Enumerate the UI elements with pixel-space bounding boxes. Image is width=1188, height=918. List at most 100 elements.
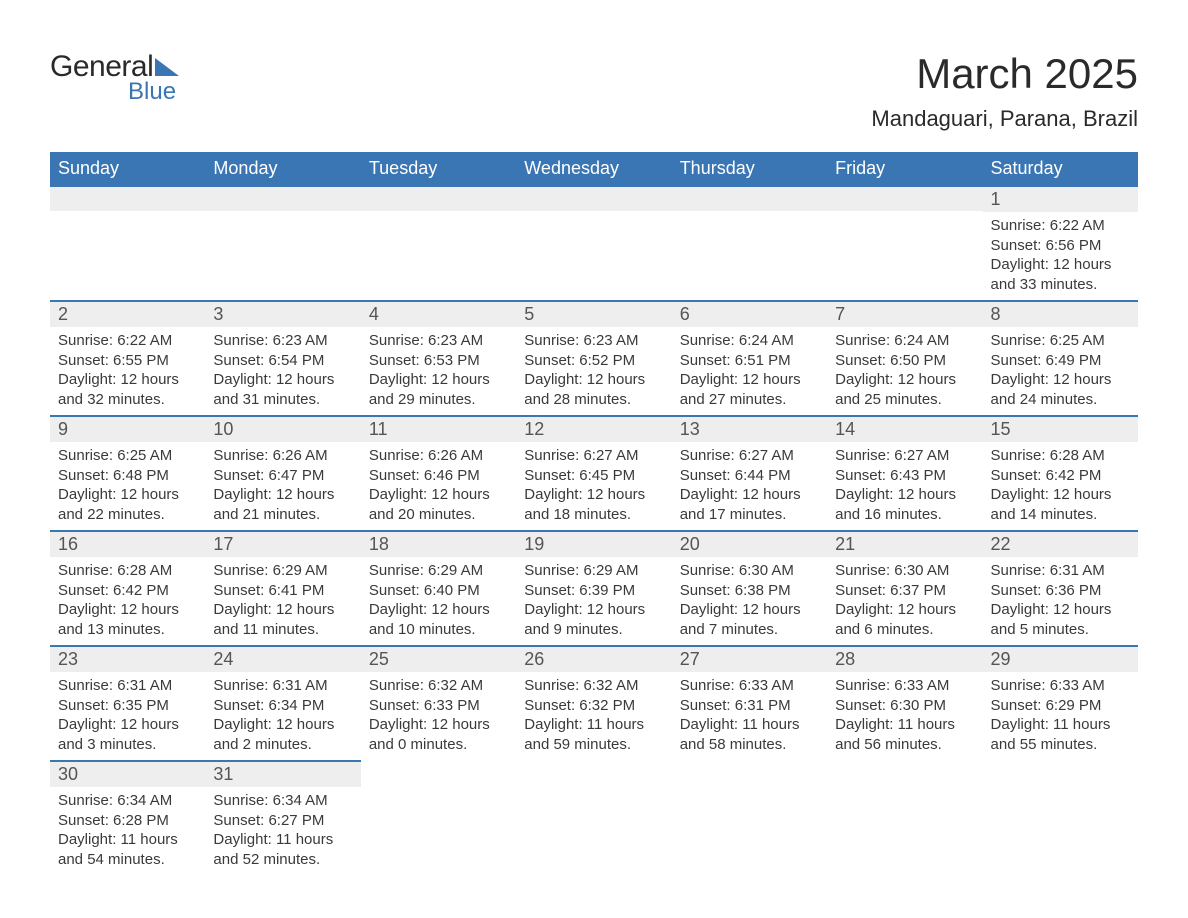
sunrise-text: Sunrise: 6:34 AM <box>58 791 197 811</box>
daylight-text: Daylight: 11 hours and 55 minutes. <box>991 715 1130 754</box>
day-cell: 18Sunrise: 6:29 AMSunset: 6:40 PMDayligh… <box>361 531 516 646</box>
day-cell: 24Sunrise: 6:31 AMSunset: 6:34 PMDayligh… <box>205 646 360 761</box>
day-cell: 28Sunrise: 6:33 AMSunset: 6:30 PMDayligh… <box>827 646 982 761</box>
sunrise-text: Sunrise: 6:34 AM <box>213 791 352 811</box>
day-body <box>672 785 827 861</box>
day-body <box>50 211 205 287</box>
day-number <box>516 761 671 785</box>
day-number: 13 <box>672 417 827 442</box>
day-cell: 23Sunrise: 6:31 AMSunset: 6:35 PMDayligh… <box>50 646 205 761</box>
day-body: Sunrise: 6:30 AMSunset: 6:37 PMDaylight:… <box>827 557 982 645</box>
day-number: 6 <box>672 302 827 327</box>
sunrise-text: Sunrise: 6:24 AM <box>835 331 974 351</box>
daylight-text: Daylight: 12 hours and 29 minutes. <box>369 370 508 409</box>
day-number: 25 <box>361 647 516 672</box>
sunset-text: Sunset: 6:56 PM <box>991 236 1130 256</box>
day-cell: 6Sunrise: 6:24 AMSunset: 6:51 PMDaylight… <box>672 301 827 416</box>
day-body: Sunrise: 6:23 AMSunset: 6:52 PMDaylight:… <box>516 327 671 415</box>
sunrise-text: Sunrise: 6:29 AM <box>524 561 663 581</box>
sunrise-text: Sunrise: 6:26 AM <box>213 446 352 466</box>
daylight-text: Daylight: 11 hours and 52 minutes. <box>213 830 352 869</box>
day-body: Sunrise: 6:29 AMSunset: 6:39 PMDaylight:… <box>516 557 671 645</box>
header-row: General Blue March 2025 Mandaguari, Para… <box>50 50 1138 132</box>
day-number: 8 <box>983 302 1138 327</box>
day-body: Sunrise: 6:30 AMSunset: 6:38 PMDaylight:… <box>672 557 827 645</box>
day-number: 9 <box>50 417 205 442</box>
day-cell <box>672 186 827 301</box>
day-body: Sunrise: 6:23 AMSunset: 6:53 PMDaylight:… <box>361 327 516 415</box>
sunrise-text: Sunrise: 6:31 AM <box>213 676 352 696</box>
day-number <box>205 187 360 211</box>
day-number <box>361 187 516 211</box>
daylight-text: Daylight: 12 hours and 20 minutes. <box>369 485 508 524</box>
day-cell: 27Sunrise: 6:33 AMSunset: 6:31 PMDayligh… <box>672 646 827 761</box>
sunrise-text: Sunrise: 6:23 AM <box>213 331 352 351</box>
daylight-text: Daylight: 12 hours and 10 minutes. <box>369 600 508 639</box>
day-cell: 7Sunrise: 6:24 AMSunset: 6:50 PMDaylight… <box>827 301 982 416</box>
day-cell <box>361 761 516 875</box>
day-cell: 20Sunrise: 6:30 AMSunset: 6:38 PMDayligh… <box>672 531 827 646</box>
day-cell: 16Sunrise: 6:28 AMSunset: 6:42 PMDayligh… <box>50 531 205 646</box>
sunrise-text: Sunrise: 6:32 AM <box>524 676 663 696</box>
sunset-text: Sunset: 6:51 PM <box>680 351 819 371</box>
day-body: Sunrise: 6:24 AMSunset: 6:50 PMDaylight:… <box>827 327 982 415</box>
sunset-text: Sunset: 6:39 PM <box>524 581 663 601</box>
day-cell: 10Sunrise: 6:26 AMSunset: 6:47 PMDayligh… <box>205 416 360 531</box>
logo-word2: Blue <box>128 78 176 106</box>
day-cell: 8Sunrise: 6:25 AMSunset: 6:49 PMDaylight… <box>983 301 1138 416</box>
day-body: Sunrise: 6:25 AMSunset: 6:48 PMDaylight:… <box>50 442 205 530</box>
day-cell: 25Sunrise: 6:32 AMSunset: 6:33 PMDayligh… <box>361 646 516 761</box>
sunrise-text: Sunrise: 6:32 AM <box>369 676 508 696</box>
day-cell <box>672 761 827 875</box>
day-body: Sunrise: 6:27 AMSunset: 6:43 PMDaylight:… <box>827 442 982 530</box>
sunrise-text: Sunrise: 6:24 AM <box>680 331 819 351</box>
day-body: Sunrise: 6:27 AMSunset: 6:45 PMDaylight:… <box>516 442 671 530</box>
sunset-text: Sunset: 6:41 PM <box>213 581 352 601</box>
sunset-text: Sunset: 6:44 PM <box>680 466 819 486</box>
sunset-text: Sunset: 6:42 PM <box>58 581 197 601</box>
day-body: Sunrise: 6:25 AMSunset: 6:49 PMDaylight:… <box>983 327 1138 415</box>
sunrise-text: Sunrise: 6:22 AM <box>58 331 197 351</box>
day-body <box>983 785 1138 861</box>
day-cell: 11Sunrise: 6:26 AMSunset: 6:46 PMDayligh… <box>361 416 516 531</box>
sunrise-text: Sunrise: 6:30 AM <box>835 561 974 581</box>
daylight-text: Daylight: 12 hours and 21 minutes. <box>213 485 352 524</box>
weekday-header: Monday <box>205 152 360 186</box>
day-cell <box>827 761 982 875</box>
day-body: Sunrise: 6:28 AMSunset: 6:42 PMDaylight:… <box>50 557 205 645</box>
sunrise-text: Sunrise: 6:25 AM <box>58 446 197 466</box>
sunset-text: Sunset: 6:48 PM <box>58 466 197 486</box>
daylight-text: Daylight: 12 hours and 22 minutes. <box>58 485 197 524</box>
sunrise-text: Sunrise: 6:33 AM <box>991 676 1130 696</box>
sunset-text: Sunset: 6:54 PM <box>213 351 352 371</box>
daylight-text: Daylight: 12 hours and 13 minutes. <box>58 600 197 639</box>
day-number: 3 <box>205 302 360 327</box>
day-number: 11 <box>361 417 516 442</box>
daylight-text: Daylight: 11 hours and 56 minutes. <box>835 715 974 754</box>
day-cell: 1Sunrise: 6:22 AMSunset: 6:56 PMDaylight… <box>983 186 1138 301</box>
sunset-text: Sunset: 6:49 PM <box>991 351 1130 371</box>
daylight-text: Daylight: 12 hours and 18 minutes. <box>524 485 663 524</box>
day-cell: 19Sunrise: 6:29 AMSunset: 6:39 PMDayligh… <box>516 531 671 646</box>
day-body: Sunrise: 6:31 AMSunset: 6:36 PMDaylight:… <box>983 557 1138 645</box>
day-number: 16 <box>50 532 205 557</box>
day-number: 1 <box>983 187 1138 212</box>
day-cell <box>516 186 671 301</box>
daylight-text: Daylight: 12 hours and 2 minutes. <box>213 715 352 754</box>
sunset-text: Sunset: 6:53 PM <box>369 351 508 371</box>
day-cell: 30Sunrise: 6:34 AMSunset: 6:28 PMDayligh… <box>50 761 205 875</box>
day-cell: 31Sunrise: 6:34 AMSunset: 6:27 PMDayligh… <box>205 761 360 875</box>
daylight-text: Daylight: 12 hours and 33 minutes. <box>991 255 1130 294</box>
sunset-text: Sunset: 6:43 PM <box>835 466 974 486</box>
day-cell: 22Sunrise: 6:31 AMSunset: 6:36 PMDayligh… <box>983 531 1138 646</box>
sunset-text: Sunset: 6:36 PM <box>991 581 1130 601</box>
daylight-text: Daylight: 12 hours and 25 minutes. <box>835 370 974 409</box>
sunrise-text: Sunrise: 6:23 AM <box>524 331 663 351</box>
day-number: 28 <box>827 647 982 672</box>
day-number: 26 <box>516 647 671 672</box>
calendar-head: SundayMondayTuesdayWednesdayThursdayFrid… <box>50 152 1138 186</box>
daylight-text: Daylight: 12 hours and 14 minutes. <box>991 485 1130 524</box>
day-cell: 9Sunrise: 6:25 AMSunset: 6:48 PMDaylight… <box>50 416 205 531</box>
day-body: Sunrise: 6:32 AMSunset: 6:33 PMDaylight:… <box>361 672 516 760</box>
day-cell: 21Sunrise: 6:30 AMSunset: 6:37 PMDayligh… <box>827 531 982 646</box>
